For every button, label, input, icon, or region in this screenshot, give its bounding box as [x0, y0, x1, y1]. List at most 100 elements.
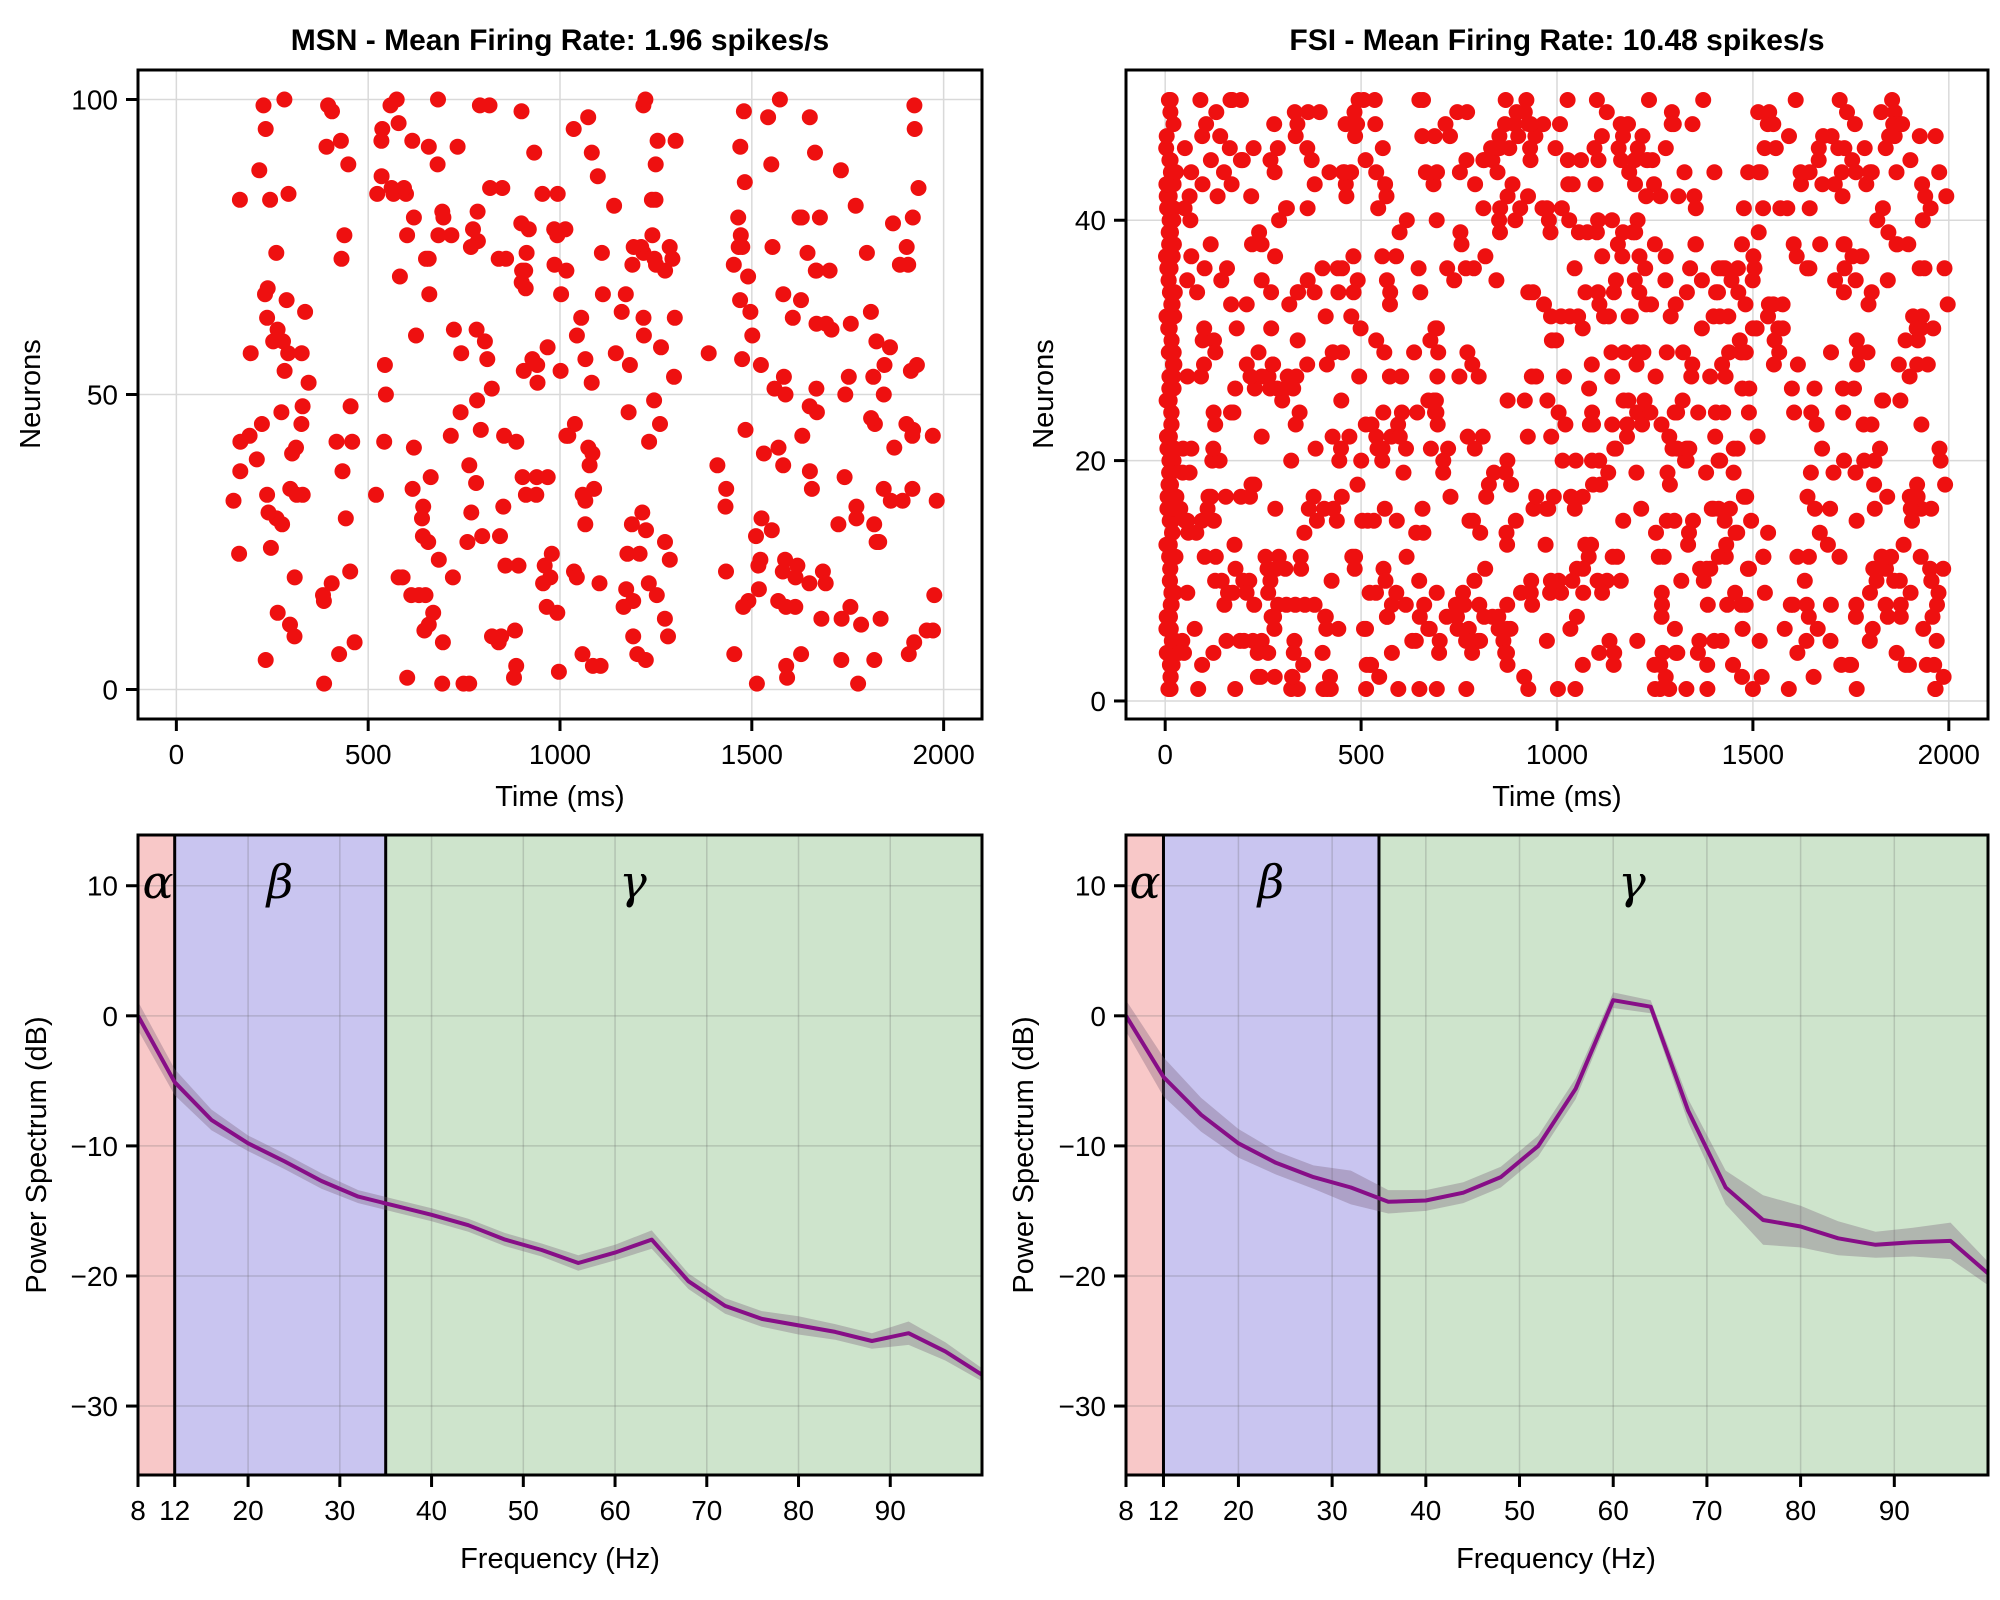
spike-dot	[1680, 536, 1697, 553]
spike-dot	[1417, 164, 1434, 181]
spike-dot	[1209, 188, 1226, 205]
spike-dot	[408, 327, 424, 344]
spike-dot	[1718, 536, 1735, 553]
spike-dot	[791, 209, 808, 226]
spike-dot	[1223, 296, 1240, 313]
spike-dot	[462, 239, 479, 255]
spike-dot	[429, 156, 446, 173]
spike-dot	[1446, 272, 1463, 289]
spike-dot	[430, 551, 447, 568]
spike-dot	[331, 646, 348, 663]
spike-dot	[1486, 464, 1502, 481]
spike-dot	[1474, 428, 1491, 445]
spike-dot	[383, 180, 400, 196]
spike-dot	[1475, 152, 1492, 169]
spike-dot	[1811, 524, 1828, 541]
spike-dot	[1831, 548, 1848, 565]
spike-dot	[1497, 92, 1514, 108]
spike-dot	[1619, 428, 1635, 445]
spike-dot	[1161, 320, 1178, 337]
spike-dot	[1570, 308, 1587, 325]
spike-dot	[1629, 632, 1646, 649]
axis-ticks	[126, 98, 946, 731]
spike-dot	[1352, 320, 1369, 337]
spike-dot	[1492, 224, 1508, 241]
spike-dot	[1266, 620, 1283, 637]
spike-dot	[1612, 572, 1629, 589]
spike-dot	[1557, 416, 1574, 433]
spike-dot	[1848, 332, 1865, 349]
spike-dot	[1774, 296, 1791, 313]
spike-dot	[1779, 200, 1796, 217]
spike-dot	[1801, 164, 1818, 181]
spike-dot	[1616, 344, 1633, 361]
spike-dot	[1745, 248, 1762, 265]
spike-dot	[1241, 572, 1258, 589]
spike-dot	[1465, 260, 1482, 277]
x-tick-label: 60	[1598, 1495, 1629, 1526]
spike-dot	[1922, 200, 1939, 217]
spike-dot	[1286, 632, 1303, 649]
spike-dot	[653, 339, 669, 356]
spike-dot	[1589, 572, 1606, 589]
spike-dot	[1687, 200, 1704, 217]
spike-dot	[1499, 452, 1516, 469]
spike-dot	[1888, 644, 1905, 661]
spike-dot	[405, 209, 422, 226]
spike-dot	[1831, 92, 1848, 108]
spike-dot	[1591, 644, 1608, 661]
spike-dot	[1909, 476, 1926, 493]
spike-dot	[1522, 152, 1539, 169]
spike-dot	[1863, 164, 1880, 181]
spike-dot	[1176, 140, 1193, 157]
spike-dot	[1822, 596, 1839, 613]
spike-dot	[1158, 140, 1175, 157]
spike-dot	[1471, 596, 1488, 613]
spike-dot	[1458, 681, 1475, 697]
spike-dot	[1686, 188, 1703, 205]
spike-dot	[1844, 152, 1861, 169]
spike-dot	[1158, 620, 1175, 637]
spike-dot	[1271, 212, 1288, 229]
spike-dot	[1886, 104, 1903, 121]
spike-dot	[1614, 248, 1631, 265]
spike-dot	[1390, 416, 1407, 433]
spike-dot	[787, 569, 804, 586]
spike-dot	[1566, 500, 1583, 517]
spike-dot	[1909, 488, 1926, 505]
spike-dot	[613, 303, 630, 320]
spike-dot	[1374, 140, 1391, 157]
spike-dot	[1349, 116, 1366, 133]
spike-dot	[1785, 236, 1802, 253]
spike-dot	[584, 445, 601, 462]
spike-dot	[529, 357, 546, 373]
spike-dot	[1371, 668, 1388, 685]
spike-dot	[257, 652, 274, 668]
spike-dot	[1927, 128, 1944, 145]
spike-dot	[1536, 296, 1552, 313]
spike-dot	[1665, 116, 1682, 133]
y-tick-label: −20	[1059, 1261, 1107, 1292]
spike-dot	[1915, 620, 1932, 637]
spike-dot	[808, 404, 825, 421]
spike-dot	[293, 416, 310, 432]
spike-dot	[468, 321, 485, 338]
spike-dot	[1881, 128, 1898, 145]
spike-dot	[1563, 488, 1579, 505]
spike-dot	[1475, 200, 1492, 217]
spike-dot	[274, 516, 291, 533]
spike-dot	[1935, 560, 1952, 577]
spike-dot	[1519, 428, 1536, 445]
spike-dot	[1356, 620, 1372, 637]
spike-dot	[1377, 176, 1394, 193]
spike-dot	[1787, 92, 1804, 108]
spike-dot	[1182, 212, 1199, 229]
spike-dot	[1603, 344, 1620, 361]
spike-dot	[1375, 404, 1392, 421]
spike-dot	[1162, 560, 1179, 577]
spike-dot	[1459, 428, 1476, 445]
spike-dot	[1512, 200, 1529, 217]
spike-dot	[459, 534, 476, 550]
spike-dot	[1163, 476, 1179, 493]
tick-labels: 0 500 1000 1500 2000 0 20 40	[1075, 205, 1980, 770]
